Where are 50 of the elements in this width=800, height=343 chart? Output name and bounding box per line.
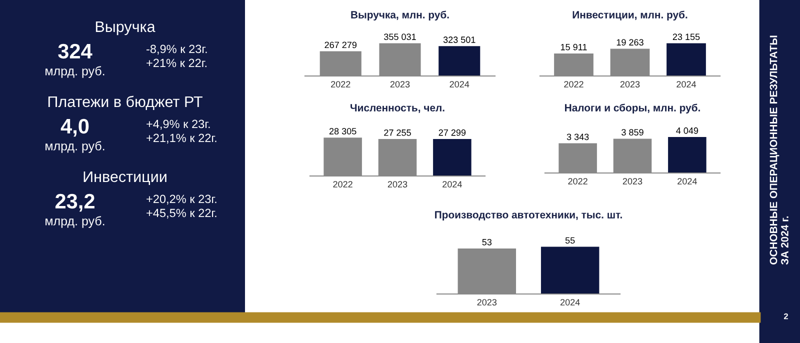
- chart-title: Производство автотехники, тыс. шт.: [435, 211, 622, 220]
- text: +20,2% к 23г.: [146, 194, 216, 205]
- text: +4,9% к 23г.: [146, 120, 210, 130]
- x-tick-label: 2024: [678, 178, 697, 184]
- x-tick-label: 2023: [388, 181, 408, 188]
- text: 2: [784, 313, 788, 320]
- text: Платежи в бюджет РТ: [48, 96, 202, 110]
- x-tick-label: 2023: [620, 81, 640, 88]
- x-tick-label: 2023: [477, 299, 497, 306]
- data-label: 27 299: [438, 129, 466, 136]
- text: Выручка: [96, 21, 156, 36]
- text: +21% к 22г.: [146, 58, 206, 68]
- x-tick-label: 2024: [442, 181, 462, 188]
- text: ОСНОВНЫЕ ОПЕРАЦИОННЫЕ РЕЗУЛЬТАТЫ ЗА 2024 г.: [770, 36, 788, 265]
- data-label: 323 501: [443, 36, 476, 43]
- x-tick-label: 2022: [564, 81, 584, 88]
- text: +45,5% к 22г.: [146, 208, 216, 219]
- data-label: 267 279: [324, 42, 357, 48]
- text: млрд. руб.: [46, 141, 104, 153]
- data-label: 23 155: [672, 34, 700, 40]
- text: Инвестиции: [84, 171, 166, 185]
- data-label: 355 031: [384, 34, 416, 40]
- x-tick-label: 2023: [390, 81, 410, 88]
- data-label: 19 263: [616, 39, 644, 46]
- data-label: 15 911: [560, 44, 587, 50]
- x-tick-label: 2022: [331, 81, 350, 88]
- chart-title: Численность, чел.: [350, 104, 444, 113]
- x-tick-label: 2022: [333, 181, 352, 188]
- text: млрд. руб.: [46, 66, 104, 78]
- data-label: 4 049: [676, 127, 698, 134]
- data-label: 53: [482, 238, 492, 246]
- text: 23,2: [55, 194, 94, 212]
- x-tick-label: 2024: [560, 299, 580, 306]
- x-tick-label: 2024: [450, 81, 470, 88]
- chart-title: Инвестиции, млн. руб.: [572, 10, 688, 20]
- chart-title: Налоги и сборы, млн. руб.: [565, 104, 700, 114]
- data-label: 3 343: [566, 134, 589, 140]
- text: 4,0: [60, 118, 89, 137]
- data-label: 3 859: [622, 129, 644, 136]
- text: +21,1% к 22г.: [146, 134, 216, 144]
- x-tick-label: 2022: [568, 178, 588, 184]
- x-tick-label: 2023: [622, 178, 642, 184]
- text: -8,9% к 23г.: [146, 44, 207, 55]
- text: млрд. руб.: [46, 216, 104, 228]
- data-label: 55: [565, 237, 575, 244]
- text: 324: [58, 44, 92, 59]
- data-label: 28 305: [329, 128, 356, 134]
- data-label: 27 255: [384, 129, 411, 136]
- x-tick-label: 2024: [676, 81, 696, 88]
- chart-title: Выручка, млн. руб.: [351, 10, 449, 20]
